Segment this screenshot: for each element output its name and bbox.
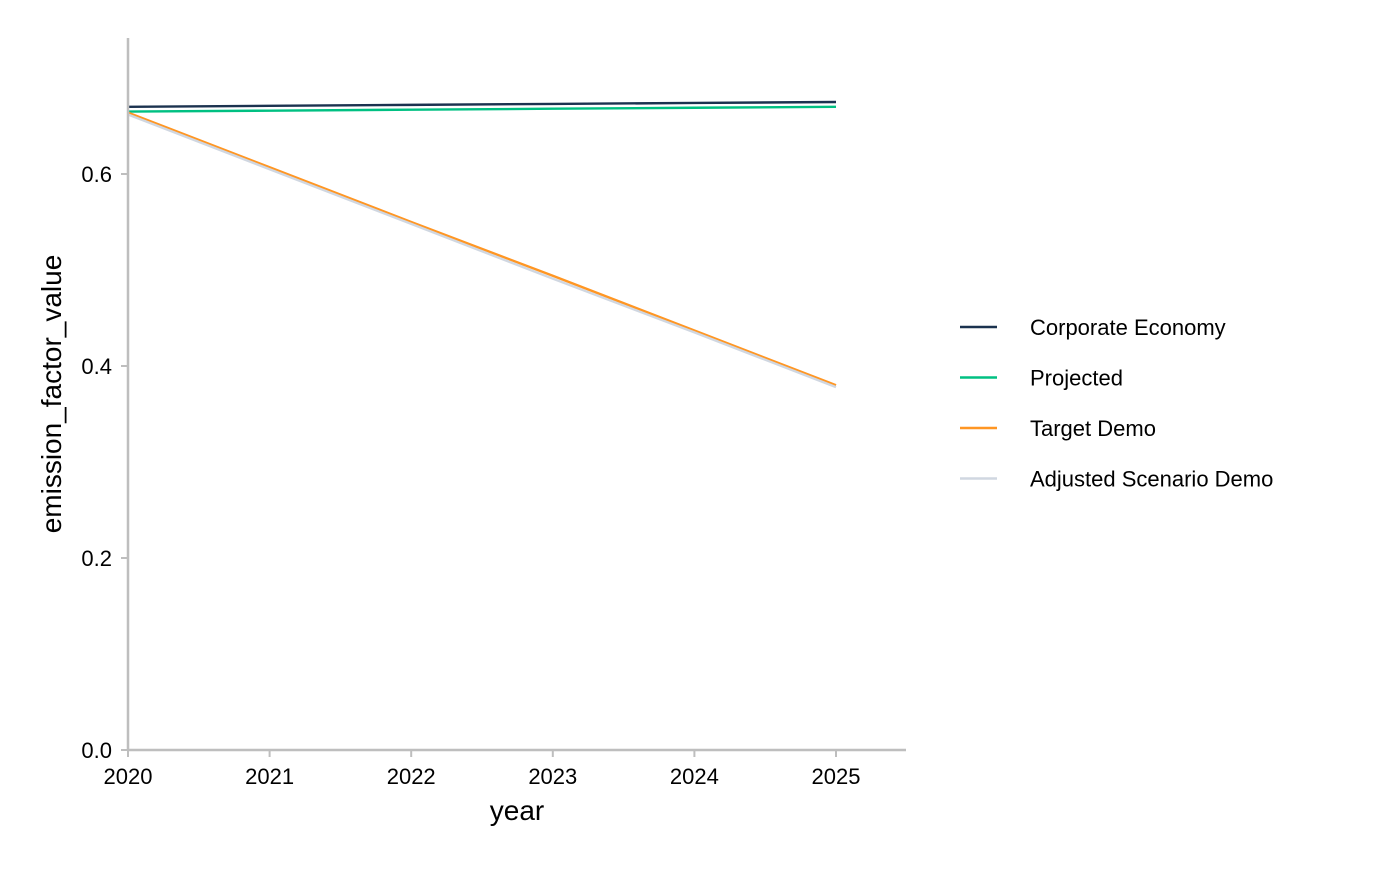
x-tick-label: 2024	[670, 764, 719, 789]
series-line-adjusted-scenario-demo	[127, 113, 837, 389]
x-tick-label: 2021	[245, 764, 294, 789]
legend-item: Target Demo	[960, 416, 1156, 441]
legend-item: Corporate Economy	[960, 315, 1226, 340]
x-tick-label: 2022	[387, 764, 436, 789]
series-line-corporate-economy	[127, 100, 837, 108]
y-tick-label: 0.0	[81, 738, 112, 763]
series-layer	[127, 100, 837, 389]
series-line-projected	[127, 105, 837, 113]
legend-label: Adjusted Scenario Demo	[1030, 467, 1273, 492]
legend-item: Projected	[960, 366, 1123, 391]
x-axis-title: year	[490, 795, 544, 826]
y-tick-label: 0.2	[81, 546, 112, 571]
series-line-target-demo	[127, 111, 837, 387]
legend: Corporate Economy Projected Target Demo Adj…	[960, 315, 1273, 492]
legend-label: Corporate Economy	[1030, 315, 1226, 340]
x-tick-label: 2025	[812, 764, 861, 789]
axes-layer: 0.0 0.2 0.4 0.6 2020 2021 2022 2023 2024 2025	[81, 38, 906, 789]
y-axis-title: emission_factor_value	[36, 255, 67, 534]
y-tick-label: 0.6	[81, 162, 112, 187]
legend-label: Projected	[1030, 366, 1123, 391]
x-tick-label: 2020	[104, 764, 153, 789]
legend-item: Adjusted Scenario Demo	[960, 467, 1273, 492]
y-tick-label: 0.4	[81, 354, 112, 379]
x-tick-label: 2023	[528, 764, 577, 789]
legend-label: Target Demo	[1030, 416, 1156, 441]
